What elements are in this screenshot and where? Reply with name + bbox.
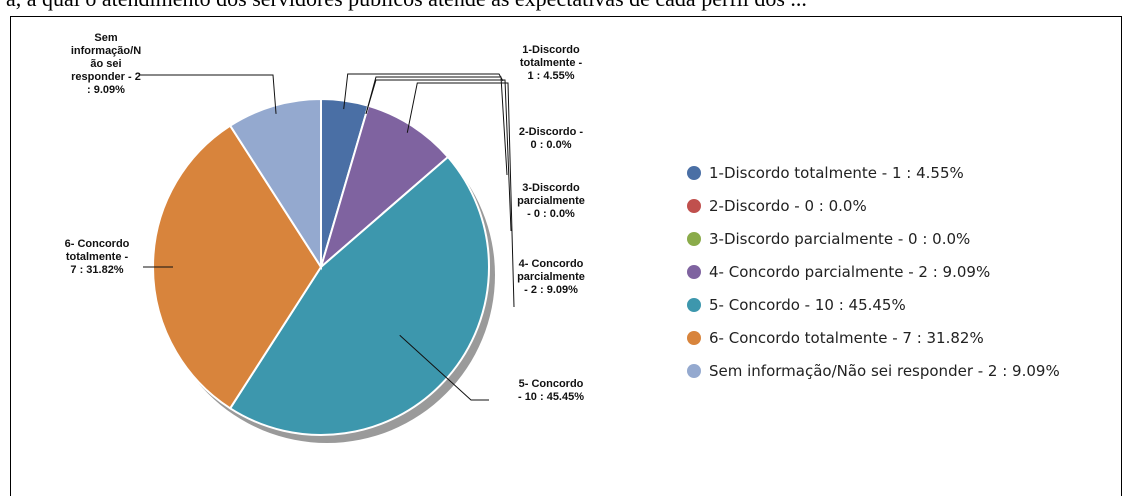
legend: 1-Discordo totalmente - 1 : 4.55% 2-Disco… xyxy=(687,164,1060,380)
chart-frame: 1-Discordo totalmente -1 : 4.55% 2-Discord… xyxy=(10,16,1122,496)
slice-labels: 1-Discordo totalmente -1 : 4.55% 2-Discord… xyxy=(65,32,585,403)
legend-marker xyxy=(687,364,701,378)
legend-marker xyxy=(687,298,701,312)
pie-slice xyxy=(228,97,322,271)
legend-label: 1-Discordo totalmente - 1 : 4.55% xyxy=(709,164,964,182)
legend-label: 3-Discordo parcialmente - 0 : 0.0% xyxy=(709,230,970,248)
legend-marker xyxy=(687,265,701,279)
leader-line xyxy=(139,74,277,114)
slice-label: 5- Concordo - 10 : 45.45% xyxy=(518,378,584,403)
legend-marker xyxy=(687,331,701,345)
leader-line xyxy=(365,79,512,232)
slice-label: 6- Concordo totalmente -7 : 31.82% xyxy=(65,238,130,276)
legend-label: 5- Concordo - 10 : 45.45% xyxy=(709,296,906,314)
slice-label: 1-Discordo totalmente -1 : 4.55% xyxy=(520,44,583,82)
legend-marker xyxy=(687,232,701,246)
context-text: ã, a qual o atendimento dos servidores p… xyxy=(0,0,1134,10)
pie-slice xyxy=(228,155,490,437)
legend-label: Sem informação/Não sei responder - 2 : 9… xyxy=(709,362,1060,380)
legend-label: 2-Discordo - 0 : 0.0% xyxy=(709,197,867,215)
slice-label: 3-Discordo parcialmente - 0 : 0.0% xyxy=(517,182,585,220)
pie-chart: 1-Discordo totalmente -1 : 4.55% 2-Discord… xyxy=(65,32,1060,443)
legend-label: 4- Concordo parcialmente - 2 : 9.09% xyxy=(709,263,990,281)
leader-lines xyxy=(139,73,515,401)
legend-marker xyxy=(687,166,701,180)
legend-marker xyxy=(687,199,701,213)
leader-line xyxy=(406,82,515,308)
slice-label: 4- Concordo parcialmente - 2 : 9.09% xyxy=(517,258,585,296)
slice-label: 2-Discordo -0 : 0.0% xyxy=(519,126,584,151)
pie-slice xyxy=(319,104,450,270)
leader-line xyxy=(343,73,504,110)
slice-label: Sem informação/N ão sei responder - 2: 9.09… xyxy=(71,32,141,96)
legend-label: 6- Concordo totalmente - 7 : 31.82% xyxy=(709,329,984,347)
pie-slices xyxy=(151,97,490,437)
cut-off-context-text: ã, a qual o atendimento dos servidores p… xyxy=(0,0,1134,16)
leader-line xyxy=(399,334,489,401)
